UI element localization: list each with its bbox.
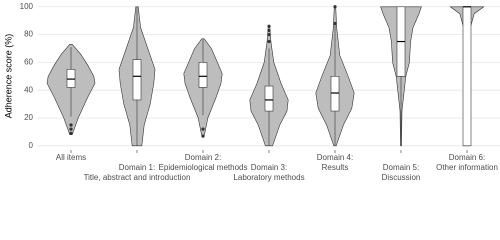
x-tick-label: Domain 4: Results — [316, 153, 354, 172]
y-tick-label: 60 — [24, 58, 33, 67]
outlier — [201, 134, 205, 138]
outlier — [69, 127, 73, 131]
box — [330, 76, 340, 112]
x-tick-label: Domain 1: Title, abstract and introducti… — [83, 163, 191, 182]
outlier — [267, 28, 271, 33]
chart-svg: Adherence score (%) 0 20 40 60 80 100 — [3, 2, 500, 153]
box — [198, 62, 208, 88]
y-tick-label: 0 — [29, 141, 34, 150]
outlier — [333, 5, 337, 9]
outlier — [267, 32, 271, 37]
outlier — [267, 39, 271, 44]
y-tick-label: 40 — [24, 85, 33, 94]
y-axis-title: Adherence score (%) — [3, 34, 13, 119]
y-tick-label: 80 — [24, 30, 33, 39]
outlier — [69, 131, 73, 135]
box — [132, 59, 142, 101]
box — [264, 85, 274, 112]
x-tick-label: Domain 2: Epidemiological methods — [158, 153, 248, 172]
chart: Adherence score (%) 0 20 40 60 80 100 All ite… — [3, 1, 500, 182]
x-tick-label: All items — [55, 153, 87, 162]
box — [462, 6, 472, 147]
box — [66, 69, 76, 88]
x-tick-label: Domain 3: Laboratory methods — [233, 163, 305, 182]
y-tick-label: 20 — [24, 113, 33, 122]
outlier — [333, 21, 337, 26]
outlier — [69, 123, 73, 127]
outlier — [267, 24, 271, 28]
y-tick-label: 100 — [20, 2, 34, 11]
x-tick-label: Domain 6: Other information — [436, 153, 498, 172]
x-tick-label: Domain 5: Discussion — [381, 163, 421, 182]
outlier — [201, 127, 205, 131]
